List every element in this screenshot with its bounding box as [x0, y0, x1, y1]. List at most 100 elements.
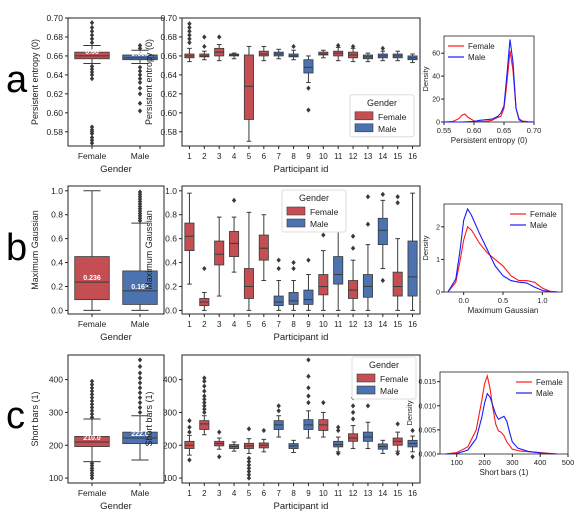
chart-6-outlier — [137, 370, 143, 376]
chart-3-outlier — [137, 189, 143, 195]
chart-4-legend-swatch — [286, 206, 306, 216]
chart-3-xlabel: Gender — [100, 332, 132, 343]
chart-6-outlier — [89, 398, 95, 404]
chart-0-ylabel: Persistent entropy (0) — [30, 39, 40, 125]
chart-0-outlier — [89, 24, 95, 31]
chart-8-legend-label: Female — [536, 378, 563, 387]
chart-0-outlier — [137, 79, 143, 86]
chart-7-xtick-label: 8 — [291, 489, 296, 498]
chart-7-outlier — [261, 427, 267, 434]
chart-7-outlier — [350, 403, 356, 409]
chart-7-legend-label: Female — [380, 374, 409, 384]
chart-1-ytick-label: 0.58 — [160, 127, 177, 137]
chart-7-outlier — [350, 409, 356, 416]
chart-1-ytick-label: 0.60 — [160, 108, 177, 118]
chart-4-box — [288, 292, 299, 305]
chart-4-box — [214, 240, 225, 266]
chart-7-xtick-label: 2 — [202, 489, 207, 498]
chart-1-ytick-label: 0.70 — [160, 13, 177, 23]
chart-7-outlier — [202, 399, 207, 406]
chart-8-ylabel: Density — [405, 400, 414, 425]
chart-2-frame — [443, 35, 535, 123]
chart-7-outlier — [216, 454, 222, 460]
chart-7-outlier — [202, 406, 207, 412]
chart-0-outlier — [89, 63, 95, 69]
chart-7-outlier — [306, 385, 311, 391]
chart-1-outlier — [216, 34, 222, 40]
chart-8-ytick-label: 0.005 — [418, 427, 436, 434]
chart-1-box — [243, 54, 254, 120]
chart-7-outlier — [410, 427, 415, 434]
chart-4-box — [184, 222, 195, 251]
chart-1-ylabel: Persistent entropy (0) — [144, 39, 154, 125]
chart-5-legend-label: Female — [530, 210, 557, 219]
chart-1-xtick-label: 14 — [378, 152, 387, 161]
chart-8-ytick-label: 0.015 — [418, 379, 436, 386]
chart-6-outlier — [89, 408, 95, 414]
chart-6-ytick-label: 300 — [49, 407, 63, 417]
chart-2-ytick-label: 40 — [432, 74, 440, 81]
chart-0-ytick-label: 0.66 — [46, 51, 63, 61]
chart-4-xtick-label: 7 — [276, 320, 281, 329]
chart-6-outlier — [137, 380, 143, 386]
chart-0-outlier — [137, 76, 143, 82]
chart-6-median-label: 210.0 — [83, 435, 101, 442]
chart-2-ytick-label: 60 — [432, 51, 440, 58]
chart-7-outlier — [187, 457, 192, 463]
chart-7-outlier — [246, 426, 252, 432]
chart-8-xtick-label: 200 — [478, 458, 491, 467]
chart-8-frame — [439, 371, 569, 455]
chart-3-box — [122, 270, 158, 305]
chart-5-ytick-label: 1 — [436, 257, 440, 264]
chart-0-outlier — [137, 100, 143, 106]
chart-7-box — [199, 420, 210, 430]
chart-4-xtick-label: 13 — [363, 320, 372, 329]
chart-1-outlier — [350, 43, 356, 50]
chart-4-outlier — [276, 265, 281, 272]
panel-label-a: a — [6, 59, 28, 101]
chart-7-outlier — [395, 450, 400, 457]
chart-2-xtick-label: 0.60 — [467, 126, 482, 135]
chart-0-frame — [67, 17, 165, 147]
chart-5-xlabel: Maximum Gaussian — [468, 306, 539, 315]
chart-0-outlier — [89, 140, 95, 146]
chart-0-outlier — [137, 72, 143, 78]
chart-5-ytick-label: 2 — [436, 224, 440, 231]
chart-4-outlier — [231, 197, 237, 203]
chart-4-ytick-label: 0.2 — [165, 281, 177, 291]
chart-1-legend-label: Male — [378, 124, 397, 134]
chart-1-xtick-label: 12 — [349, 152, 358, 161]
chart-1-xtick-label: 13 — [363, 152, 372, 161]
chart-7-outlier — [246, 468, 252, 475]
chart-0-outlier — [89, 124, 95, 130]
chart-3-ytick-label: 1.0 — [51, 186, 63, 196]
chart-7-outlier — [365, 403, 371, 409]
chart-4-xtick-label: 2 — [202, 320, 207, 329]
chart-0-ytick-label: 0.70 — [46, 13, 63, 23]
chart-0-ytick-label: 0.68 — [46, 32, 63, 42]
chart-3-median-label: 0.236 — [83, 275, 101, 282]
chart-7-xtick-label: 6 — [262, 489, 267, 498]
chart-3-xtick-label: Male — [131, 319, 150, 329]
chart-1-legend-label: Female — [378, 112, 407, 122]
chart-0-outlier — [137, 42, 143, 49]
chart-7-outlier — [276, 403, 281, 409]
chart-1-legend-swatch — [354, 123, 374, 133]
chart-0-ytick-label: 0.58 — [46, 127, 63, 137]
chart-0-outlier — [89, 69, 95, 75]
chart-7-outlier — [306, 373, 311, 379]
chart-3-frame — [67, 185, 165, 315]
chart-6-outlier — [89, 388, 95, 394]
chart-0-outlier — [89, 76, 95, 82]
chart-1-xtick-label: 8 — [291, 152, 296, 161]
chart-8-xtick-label: 300 — [506, 458, 519, 467]
chart-7-xtick-label: 5 — [247, 489, 252, 498]
chart-8-xtick-label: 100 — [450, 458, 463, 467]
chart-6-outlier — [137, 395, 143, 401]
chart-6-outlier — [137, 399, 143, 406]
chart-7-xtick-label: 7 — [276, 489, 281, 498]
chart-3-ytick-label: 0.6 — [51, 234, 63, 244]
chart-7-outlier — [246, 475, 252, 481]
chart-4-outlier — [306, 257, 311, 263]
